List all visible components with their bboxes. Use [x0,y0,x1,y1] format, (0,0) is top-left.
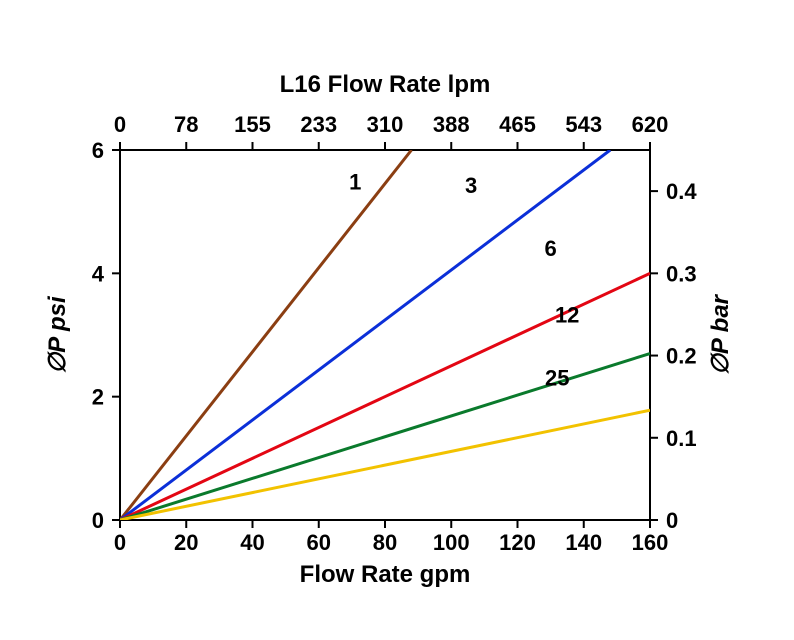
xb-tick-label: 160 [632,530,669,555]
series-label-6: 6 [545,236,557,261]
xt-tick-label: 620 [632,112,669,137]
xb-tick-label: 80 [373,530,397,555]
series-label-3: 3 [465,173,477,198]
yl-tick-label: 0 [92,508,104,533]
yl-tick-label: 4 [92,261,105,286]
series-label-25: 25 [545,366,569,391]
yl-tick-label: 6 [92,138,104,163]
bottom-axis-title: Flow Rate gpm [300,561,471,588]
top-axis-title: L16 Flow Rate lpm [280,71,491,98]
xb-tick-label: 100 [433,530,470,555]
xt-tick-label: 78 [174,112,198,137]
xt-tick-label: 155 [234,112,271,137]
right-axis-title: ∅P bar [707,293,734,375]
xb-tick-label: 20 [174,530,198,555]
chart-svg: 0204060801001201401600781552333103884655… [0,0,794,640]
yl-tick-label: 2 [92,385,104,410]
series-label-12: 12 [555,303,579,328]
xb-tick-label: 140 [565,530,602,555]
series-label-1: 1 [349,169,361,194]
xt-tick-label: 310 [367,112,404,137]
xt-tick-label: 465 [499,112,536,137]
xt-tick-label: 0 [114,112,126,137]
xb-tick-label: 0 [114,530,126,555]
xt-tick-label: 388 [433,112,470,137]
yr-tick-label: 0.1 [666,426,697,451]
pressure-flow-chart: 0204060801001201401600781552333103884655… [0,0,794,640]
xt-tick-label: 543 [565,112,602,137]
xb-tick-label: 40 [240,530,264,555]
yr-tick-label: 0.3 [666,261,697,286]
xb-tick-label: 60 [307,530,331,555]
xt-tick-label: 233 [300,112,337,137]
yr-tick-label: 0.4 [666,179,697,204]
yr-tick-label: 0.2 [666,344,697,369]
xb-tick-label: 120 [499,530,536,555]
yr-tick-label: 0 [666,508,678,533]
left-axis-title: ∅P psi [44,295,71,374]
